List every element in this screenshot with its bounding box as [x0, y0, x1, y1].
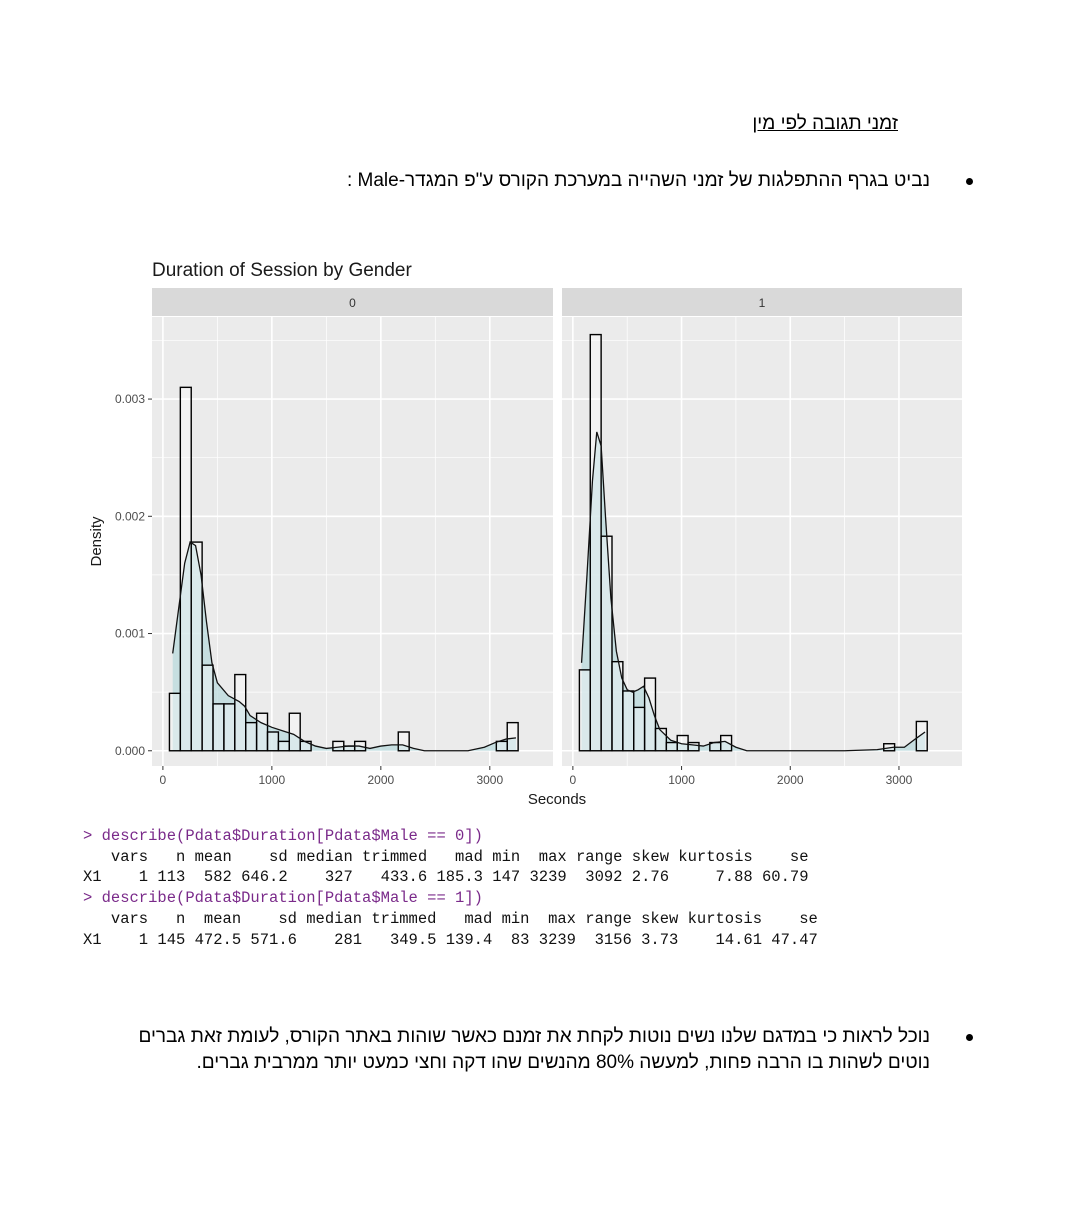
r-console-output: > describe(Pdata$Duration[Pdata$Male == …: [83, 826, 818, 950]
density-line: [580, 431, 926, 752]
y-tick-label: 0.000: [115, 744, 145, 758]
x-tick-label: 0: [570, 773, 577, 787]
histogram-bar: [245, 721, 258, 752]
histogram-bar: [277, 740, 290, 752]
histogram-bar: [288, 712, 301, 752]
x-tick-label: 1000: [259, 773, 286, 787]
histogram-bar: [654, 727, 668, 752]
histogram-bar: [915, 720, 928, 752]
histogram-bar: [643, 677, 657, 752]
histogram-bar: [589, 333, 602, 752]
section-heading: זמני תגובה לפי מין: [752, 113, 898, 134]
console-header-row: vars n mean sd median trimmed mad min ma…: [83, 847, 809, 866]
console-data-row: X1 1 113 582 646.2 327 433.6 185.3 147 3…: [83, 868, 809, 887]
density-area: [172, 542, 516, 751]
x-tick-label: 3000: [886, 773, 913, 787]
x-tick-label: 2000: [367, 773, 394, 787]
histogram-bar: [633, 706, 646, 752]
bullet-text-intro: נביט בגרף ההתפלגות של זמני השהייה במערכת…: [346, 170, 930, 191]
bullet-text-conclusion-line1: נוכל לראות כי במדגם שלנו נשים נוטות לקחת…: [138, 1026, 930, 1047]
x-axis-label: Seconds: [528, 791, 586, 808]
facet-strip: [562, 288, 962, 316]
console-command: > describe(Pdata$Duration[Pdata$Male == …: [83, 827, 483, 845]
chart-title: Duration of Session by Gender: [152, 260, 412, 281]
histogram-bar: [622, 690, 635, 752]
y-tick-label: 0.003: [115, 392, 145, 406]
y-tick-label: 0.001: [115, 627, 145, 641]
histogram-bar: [266, 731, 280, 752]
histogram-bar: [201, 664, 214, 752]
facet-strip-label: 0: [349, 296, 356, 310]
histogram-bar: [687, 741, 700, 752]
x-tick-label: 3000: [476, 773, 503, 787]
density-area: [581, 431, 926, 751]
bullet-marker: [966, 178, 973, 185]
histogram-chart: Duration of Session by Gender 0 0 1000 2000 3…: [88, 260, 962, 808]
chart-figure: Duration of Session by Gender 0 0 1000 2000 3…: [80, 250, 970, 808]
histogram-bar: [600, 535, 613, 752]
bullet-text-conclusion-line2: נוטים לשהות בו הרבה פחות, למעשה 80% מהנש…: [196, 1052, 931, 1073]
histogram-bar: [397, 731, 410, 752]
facet-strip-label: 1: [759, 296, 766, 310]
histogram-bar: [190, 541, 203, 752]
x-tick-label: 0: [160, 773, 167, 787]
console-data-row: X1 1 145 472.5 571.6 281 349.5 139.4 83 …: [83, 930, 818, 949]
histogram-bar: [506, 721, 519, 752]
histogram-bar: [212, 703, 225, 752]
bullet-marker: [966, 1034, 973, 1041]
histogram-bar: [234, 673, 247, 752]
histogram-bar: [665, 741, 678, 752]
x-tick-label: 2000: [777, 773, 804, 787]
x-tick-label: 1000: [668, 773, 695, 787]
y-tick-label: 0.002: [115, 509, 145, 523]
y-axis-label: Density: [88, 516, 105, 567]
histogram-bar: [495, 740, 508, 752]
histogram-bar: [179, 386, 192, 752]
density-line: [172, 541, 517, 752]
histogram-bar: [223, 703, 236, 752]
console-command: > describe(Pdata$Duration[Pdata$Male == …: [83, 889, 483, 908]
facet-strip: [152, 288, 553, 316]
histogram-bar: [578, 669, 591, 752]
histogram-bar: [168, 692, 182, 752]
histogram-bar: [719, 734, 733, 752]
histogram-bar: [255, 712, 269, 752]
console-header-row: vars n mean sd median trimmed mad min ma…: [83, 909, 818, 928]
